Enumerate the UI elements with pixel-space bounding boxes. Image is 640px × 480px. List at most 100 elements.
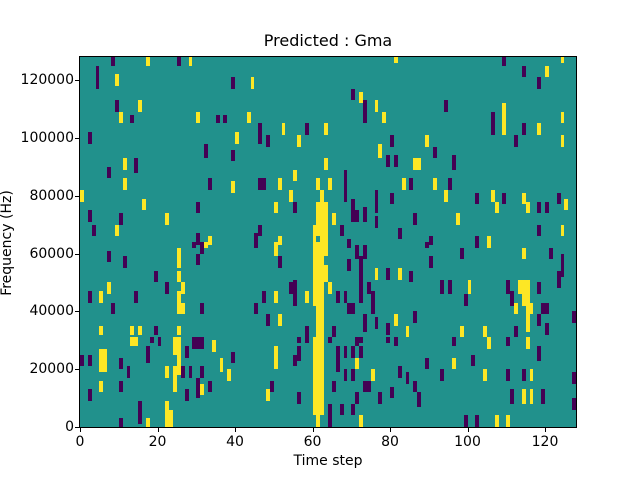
- heatmap-cell: [145, 57, 150, 66]
- heatmap-cells: [80, 57, 576, 427]
- heatmap-cell: [355, 210, 359, 222]
- heatmap-cell: [80, 189, 84, 202]
- heatmap-cell: [231, 181, 235, 193]
- heatmap-cell: [320, 224, 325, 245]
- heatmap-cell: [537, 314, 542, 326]
- heatmap-cell: [320, 189, 325, 225]
- heatmap-cell: [351, 88, 356, 101]
- heatmap-cell: [459, 325, 464, 338]
- heatmap-cell: [324, 265, 328, 283]
- heatmap-cell: [386, 337, 390, 344]
- heatmap-cell: [281, 123, 286, 136]
- heatmap-cell: [525, 201, 530, 214]
- heatmap-cell: [355, 244, 359, 260]
- heatmap-cell: [374, 100, 379, 112]
- x-axis-tick-mark: [545, 428, 546, 432]
- heatmap-cell: [502, 103, 507, 124]
- heatmap-cell: [188, 57, 193, 66]
- heatmap-cell: [537, 201, 542, 214]
- heatmap-cell: [355, 392, 359, 404]
- heatmap-cell: [118, 380, 123, 393]
- heatmap-cell: [502, 192, 507, 205]
- heatmap-cell: [204, 242, 208, 248]
- heatmap-cell: [196, 386, 201, 399]
- heatmap-cell: [483, 325, 487, 338]
- heatmap-cell: [390, 192, 394, 205]
- heatmap-cell: [130, 114, 135, 124]
- heatmap-cell: [169, 409, 173, 427]
- heatmap-cell: [362, 314, 367, 332]
- heatmap-cell: [316, 178, 321, 190]
- y-axis-tick-label: 0: [65, 419, 74, 435]
- heatmap-cell: [428, 256, 433, 269]
- heatmap-cell: [560, 111, 565, 124]
- heatmap-cell: [324, 201, 328, 237]
- heatmap-cell: [444, 100, 449, 112]
- heatmap-cell: [506, 337, 511, 347]
- heatmap-cell: [200, 302, 204, 315]
- heatmap-cell: [204, 143, 208, 153]
- heatmap-cell: [463, 415, 468, 427]
- heatmap-cell: [386, 268, 390, 280]
- heatmap-cell: [490, 111, 495, 136]
- heatmap-cell: [145, 346, 150, 364]
- heatmap-cell: [273, 201, 278, 214]
- heatmap-cell: [184, 346, 189, 358]
- heatmap-cell: [525, 279, 530, 295]
- heatmap-cell: [165, 400, 170, 427]
- heatmap-cell: [351, 198, 356, 222]
- heatmap-cell: [521, 247, 526, 260]
- heatmap-cell: [87, 354, 92, 367]
- heatmap-cell: [145, 418, 150, 427]
- heatmap-cell: [545, 65, 549, 78]
- heatmap-cell: [529, 389, 534, 404]
- heatmap-cell: [506, 369, 511, 381]
- heatmap-cell: [196, 111, 201, 124]
- y-axis-tick-label: 60000: [29, 245, 74, 262]
- heatmap-cell: [514, 325, 518, 338]
- heatmap-cell: [428, 236, 433, 245]
- heatmap-cell: [541, 302, 545, 315]
- heatmap-cell: [304, 337, 309, 344]
- heatmap-cell: [556, 270, 561, 289]
- heatmap-cell: [153, 325, 158, 335]
- heatmap-cell: [165, 213, 170, 225]
- heatmap-cell: [293, 354, 297, 367]
- heatmap-cell: [417, 392, 421, 407]
- heatmap-cell: [424, 135, 429, 147]
- heatmap-cell: [347, 242, 352, 248]
- heatmap-cell: [521, 369, 526, 381]
- y-axis-tick-label: 40000: [29, 303, 74, 320]
- heatmap-cell: [374, 268, 379, 280]
- heatmap-cell: [521, 389, 526, 404]
- heatmap-cell: [266, 314, 270, 326]
- heatmap-cell: [374, 317, 379, 329]
- heatmap-cell: [432, 149, 437, 159]
- heatmap-cell: [502, 123, 507, 136]
- heatmap-cell: [572, 311, 576, 323]
- heatmap-cell: [304, 123, 309, 136]
- heatmap-cell: [417, 158, 421, 170]
- x-axis-tick-label: 120: [531, 434, 559, 450]
- y-axis-label: Frequency (Hz): [0, 190, 15, 296]
- heatmap-cell: [258, 123, 263, 144]
- heatmap-cell: [204, 149, 208, 159]
- heatmap-cell: [138, 325, 142, 335]
- heatmap-cell: [506, 415, 511, 427]
- heatmap-cell: [556, 192, 561, 205]
- heatmap-cell: [545, 201, 549, 214]
- heatmap-cell: [545, 302, 549, 315]
- heatmap-cell: [374, 189, 379, 214]
- heatmap-cell: [525, 337, 530, 349]
- x-axis-tick-mark: [157, 428, 159, 432]
- heatmap-cell: [114, 74, 119, 86]
- heatmap-cell: [91, 224, 96, 237]
- heatmap-cell: [452, 155, 456, 170]
- heatmap-cell: [289, 189, 294, 202]
- heatmap-cell: [200, 337, 204, 349]
- heatmap-cell: [328, 337, 332, 344]
- heatmap-cell: [386, 322, 390, 335]
- heatmap-cell: [196, 377, 201, 390]
- heatmap-cell: [339, 224, 344, 237]
